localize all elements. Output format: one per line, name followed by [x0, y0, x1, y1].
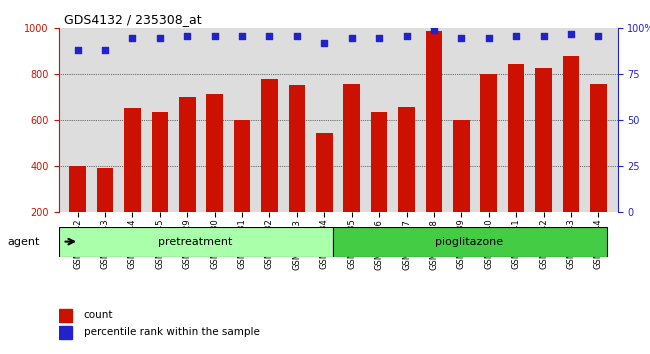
Point: [100, 47, 110, 53]
Point: [182, 33, 192, 39]
Bar: [261, 79, 278, 258]
Point: [237, 33, 247, 39]
Bar: [590, 84, 606, 258]
Point: [484, 35, 494, 40]
Point: [456, 35, 467, 40]
Point: [73, 47, 83, 53]
Text: GDS4132 / 235308_at: GDS4132 / 235308_at: [64, 13, 202, 26]
Bar: [179, 97, 196, 258]
Bar: [343, 84, 360, 258]
Point: [209, 33, 220, 39]
Bar: [58, 227, 333, 257]
Bar: [453, 120, 469, 258]
Bar: [426, 31, 442, 258]
Text: percentile rank within the sample: percentile rank within the sample: [84, 327, 259, 337]
Bar: [234, 120, 250, 258]
Point: [319, 40, 330, 46]
Bar: [70, 166, 86, 258]
Bar: [151, 112, 168, 258]
Point: [511, 33, 521, 39]
Point: [374, 35, 384, 40]
Point: [127, 35, 138, 40]
Point: [401, 33, 411, 39]
Text: agent: agent: [8, 238, 40, 247]
Bar: [480, 74, 497, 258]
Point: [292, 33, 302, 39]
Bar: [333, 227, 606, 257]
Bar: [124, 108, 140, 258]
Bar: [97, 167, 113, 258]
Bar: [207, 94, 223, 258]
Point: [538, 33, 549, 39]
Bar: [536, 68, 552, 258]
Bar: [508, 64, 525, 258]
Bar: [316, 133, 333, 258]
Point: [346, 35, 357, 40]
Text: count: count: [84, 310, 113, 320]
Bar: [398, 107, 415, 258]
Point: [429, 27, 439, 33]
Point: [566, 31, 576, 37]
Bar: [58, 326, 72, 339]
Point: [593, 33, 603, 39]
Bar: [563, 56, 579, 258]
Point: [155, 35, 165, 40]
Bar: [289, 85, 305, 258]
Text: pretreatment: pretreatment: [159, 236, 233, 247]
Text: pioglitazone: pioglitazone: [436, 236, 504, 247]
Bar: [58, 309, 72, 321]
Bar: [371, 112, 387, 258]
Point: [265, 33, 275, 39]
